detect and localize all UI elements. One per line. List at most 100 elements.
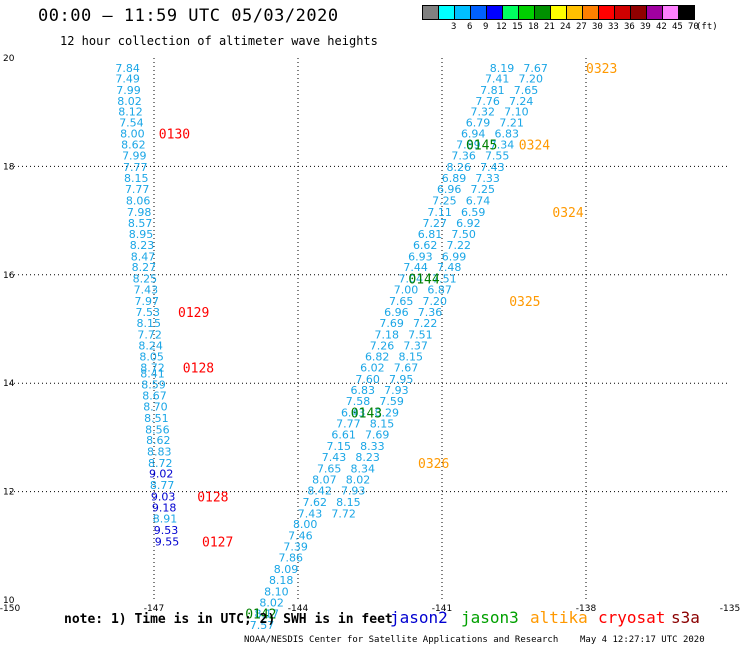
wave-height-point: 8.51 — [144, 412, 169, 425]
wave-height-point: 7.54 — [119, 116, 144, 129]
wave-height-point: 8.62 — [146, 434, 171, 447]
wave-height-point: 7.84 — [115, 62, 140, 75]
wave-height-point: 9.53 — [154, 524, 179, 537]
wave-height-point: 6.99 — [442, 250, 467, 263]
wave-height-point: 7.60 — [355, 373, 380, 386]
wave-height-point: 6.93 — [408, 250, 433, 263]
wave-height-point: 7.34 — [490, 139, 515, 152]
wave-height-point: 8.10 — [264, 585, 289, 598]
wave-height-point: 6.82 — [365, 351, 390, 364]
satellite-label: jason3 — [461, 608, 519, 627]
wave-height-point: 8.83 — [147, 445, 172, 458]
legend-bin-label: 42 — [656, 22, 667, 32]
legend-bin-label: 6 — [467, 22, 473, 32]
wave-height-point: 8.72 — [140, 361, 165, 374]
legend-bin-label: 30 — [592, 22, 603, 32]
wave-height-points: 7.847.497.998.028.127.548.008.627.997.77… — [115, 62, 547, 632]
legend-bin-label: 24 — [560, 22, 571, 32]
wave-height-point: 7.50 — [451, 228, 476, 241]
x-tick-label: -147 — [144, 604, 164, 614]
wave-height-point: 6.59 — [461, 206, 486, 219]
wave-height-point: 8.57 — [128, 217, 153, 230]
wave-height-point: 7.43 — [134, 283, 159, 296]
wave-height-point: 8.15 — [136, 317, 161, 330]
wave-height-point: 7.72 — [331, 507, 356, 520]
wave-height-point: 7.11 — [427, 206, 452, 219]
wave-height-point: 6.83 — [351, 384, 376, 397]
wave-height-point: 9.03 — [151, 490, 176, 503]
wave-height-point: 8.17 — [255, 608, 280, 621]
wave-height-point: 8.09 — [274, 563, 299, 576]
wave-height-point: 6.79 — [466, 116, 491, 129]
wave-height-point: 8.05 — [139, 351, 164, 364]
legend-bin-label: 18 — [528, 22, 539, 32]
pass-labels: 0130 0129 0128 0128 0127 0323 0145 0324 0324 0144… — [159, 62, 618, 623]
wave-height-point: 7.32 — [471, 106, 496, 119]
wave-height-point: 7.27 — [423, 217, 448, 230]
wave-height-point: 8.59 — [141, 378, 166, 391]
wave-height-point: 7.04 — [399, 273, 424, 286]
wave-height-point: 8.06 — [126, 195, 151, 208]
wave-height-point: 7.49 — [115, 73, 140, 86]
wave-height-point: 6.96 — [437, 183, 462, 196]
wave-height-point: 6.43 — [341, 406, 366, 419]
wave-height-point: 6.96 — [384, 306, 409, 319]
wave-height-point: 8.15 — [336, 496, 361, 509]
legend-bin-label: 36 — [624, 22, 635, 32]
wave-height-point: 8.27 — [132, 261, 157, 274]
pass-label: 0143 — [351, 406, 382, 421]
wave-height-point: 8.95 — [129, 228, 154, 241]
legend-bin-label: 39 — [640, 22, 651, 32]
wave-height-point: 7.53 — [136, 306, 161, 319]
wave-height-point: 9.18 — [152, 501, 177, 514]
wave-height-point: 8.70 — [143, 401, 168, 414]
wave-height-point: 8.23 — [355, 451, 380, 464]
wave-height-point: 8.15 — [399, 351, 424, 364]
wave-height-point: 8.91 — [153, 513, 178, 526]
wave-height-point: 9.55 — [155, 535, 180, 548]
wave-height-point: 8.67 — [142, 390, 167, 403]
wave-height-point: 7.51 — [408, 328, 433, 341]
pass-label: 0142 — [245, 608, 276, 623]
y-tick-label: 18 — [3, 162, 15, 172]
wave-height-point: 7.21 — [499, 116, 524, 129]
wave-height-point: 7.20 — [519, 73, 544, 86]
wave-height-point: 7.98 — [127, 206, 152, 219]
pass-label: 0128 — [197, 490, 228, 505]
wave-height-point: 8.15 — [124, 172, 149, 185]
wave-height-point: 7.57 — [250, 619, 275, 632]
x-tick-label: -135 — [720, 604, 740, 614]
wave-height-point: 7.43 — [322, 451, 347, 464]
credit-timestamp: May 4 12:27:17 UTC 2020 — [580, 635, 705, 645]
wave-height-point: 7.43 — [480, 161, 505, 174]
page-subtitle: 12 hour collection of altimeter wave hei… — [60, 34, 378, 48]
wave-height-point: 7.93 — [384, 384, 409, 397]
wave-height-point: 7.37 — [403, 339, 428, 352]
credit-text: NOAA/NESDIS Center for Satellite Applica… — [244, 635, 559, 645]
legend-bin-label: 15 — [512, 22, 523, 32]
wave-height-point: 9.02 — [149, 468, 174, 481]
pass-label: 0324 — [519, 139, 550, 154]
grid-lines — [10, 58, 730, 600]
wave-height-point: 7.65 — [317, 462, 342, 475]
y-tick-label: 12 — [3, 488, 14, 498]
satellite-label: altika — [530, 608, 588, 627]
wave-height-point: 8.24 — [138, 339, 163, 352]
wave-height-point: 7.36 — [451, 150, 476, 163]
wave-height-point: 7.58 — [346, 395, 371, 408]
wave-height-point: 7.24 — [509, 95, 534, 108]
legend-bin-label: 21 — [544, 22, 555, 32]
wave-height-point: 8.23 — [130, 239, 155, 252]
x-tick-label: -138 — [576, 604, 597, 614]
pass-label: 0324 — [552, 206, 583, 221]
wave-height-point: 8.15 — [370, 417, 395, 430]
wave-height-point: 6.61 — [331, 429, 356, 442]
wave-height-point: 7.62 — [303, 496, 328, 509]
wave-height-point: 7.76 — [475, 95, 500, 108]
wave-height-point: 7.41 — [485, 73, 510, 86]
wave-height-point: 7.15 — [327, 440, 352, 453]
wave-height-point: 6.94 — [461, 127, 486, 140]
wave-height-point: 7.25 — [432, 195, 457, 208]
